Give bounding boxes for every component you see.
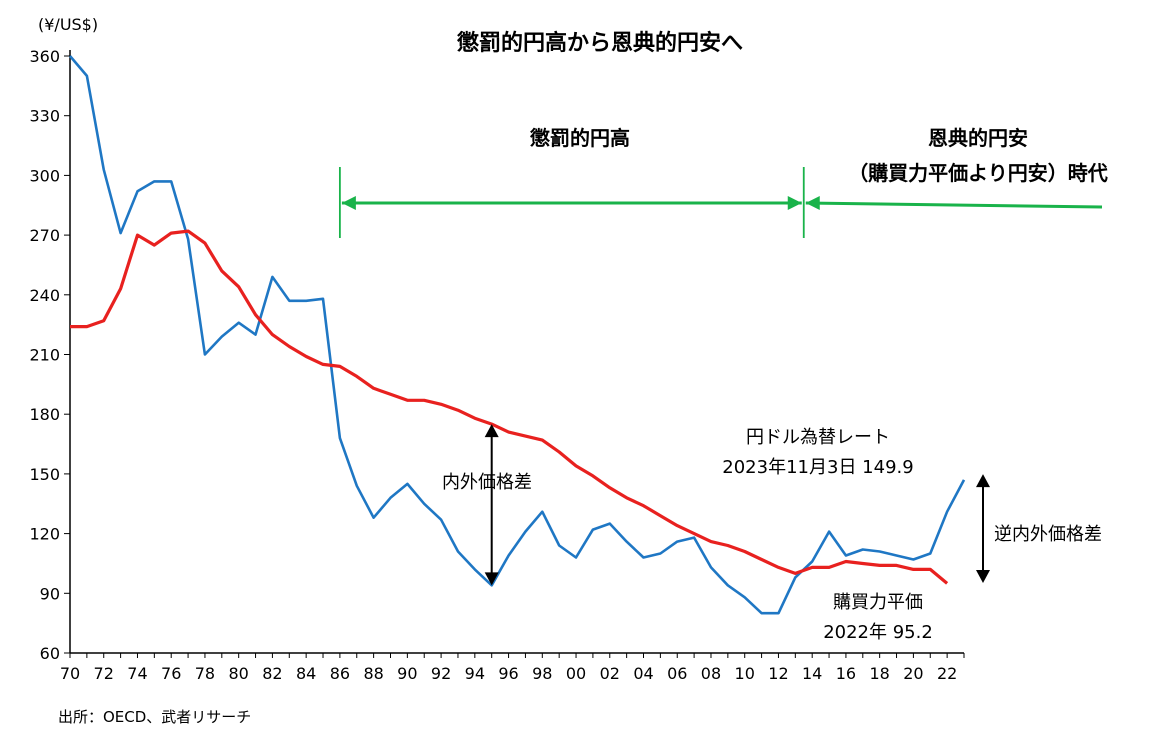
x-tick-label: 88 <box>363 664 383 683</box>
x-tick-label: 22 <box>937 664 957 683</box>
period2-label-line1: 恩典的円安 <box>928 126 1028 150</box>
period1-arrowhead-left <box>341 196 356 210</box>
y-tick-label: 90 <box>40 584 60 603</box>
fx-rate-line <box>69 55 966 615</box>
period-markers <box>338 167 1103 238</box>
y-tick-label: 120 <box>29 525 60 544</box>
x-tick-label: 86 <box>330 664 350 683</box>
x-tick-label: 90 <box>397 664 417 683</box>
axes <box>69 50 964 654</box>
y-tick-label: 330 <box>29 107 60 126</box>
period2-label-line2: （購買力平価より円安）時代 <box>848 161 1108 185</box>
gap-arrow-head-top <box>484 424 499 438</box>
gap-label: 内外価格差 <box>442 472 532 493</box>
ppp-line <box>70 229 949 585</box>
gap-arrows <box>484 424 990 586</box>
series-lines <box>69 55 966 615</box>
x-tick-label: 78 <box>195 664 215 683</box>
period2-arrow-line <box>805 201 1103 209</box>
x-tick-label: 98 <box>532 664 552 683</box>
x-tick-label: 96 <box>498 664 518 683</box>
x-axis-ticks: 70 72 74 76 78 80 82 84 86 88 90 92 94 96 98 00 02 04 06 08… <box>60 653 965 683</box>
period1-label: 懲罰的円高 <box>530 126 630 150</box>
y-tick-label: 270 <box>29 226 60 245</box>
y-tick-label: 150 <box>29 465 60 484</box>
y-tick-label: 240 <box>29 286 60 305</box>
y-tick-label: 360 <box>29 47 60 66</box>
y-tick-label: 60 <box>40 644 60 663</box>
chart-title: 懲罰的円高から恩典的円安へ <box>456 30 743 56</box>
fx-rate-label: 円ドル為替レート <box>746 427 890 448</box>
x-tick-label: 12 <box>768 664 788 683</box>
y-unit-label: (¥/US$) <box>38 15 98 34</box>
x-tick-label: 70 <box>60 664 80 683</box>
x-tick-label: 06 <box>667 664 687 683</box>
reverse-gap-arrow-head-bottom <box>976 569 990 583</box>
x-tick-label: 18 <box>869 664 889 683</box>
gap-arrow-head-bottom <box>484 572 499 586</box>
x-tick-label: 72 <box>94 664 114 683</box>
y-tick-label: 180 <box>29 405 60 424</box>
period1-arrowhead-right <box>787 196 802 210</box>
y-tick-label: 300 <box>29 166 60 185</box>
y-axis-ticks: 60 90 120 150 180 210 240 270 300 330 360 <box>29 47 70 663</box>
period2-arrowhead-left <box>805 196 820 210</box>
x-tick-label: 92 <box>431 664 451 683</box>
x-tick-label: 10 <box>735 664 755 683</box>
source-note: 出所：OECD、武者リサーチ <box>58 708 251 726</box>
reverse-gap-label: 逆内外価格差 <box>994 524 1102 545</box>
x-tick-label: 14 <box>802 664 822 683</box>
x-tick-label: 08 <box>701 664 721 683</box>
x-tick-label: 00 <box>566 664 586 683</box>
fx-rate-value-label: 2023年11月3日 149.9 <box>722 457 913 478</box>
ppp-label: 購買力平価 <box>833 592 923 613</box>
x-tick-label: 94 <box>465 664 485 683</box>
x-tick-label: 84 <box>296 664 316 683</box>
ppp-value-label: 2022年 95.2 <box>823 622 933 643</box>
x-tick-label: 76 <box>161 664 181 683</box>
reverse-gap-arrow-head-top <box>976 474 990 488</box>
x-tick-label: 80 <box>228 664 248 683</box>
x-tick-label: 82 <box>262 664 282 683</box>
x-tick-label: 04 <box>633 664 653 683</box>
x-tick-label: 02 <box>600 664 620 683</box>
x-tick-label: 16 <box>836 664 856 683</box>
x-tick-label: 20 <box>903 664 923 683</box>
x-tick-label: 74 <box>127 664 147 683</box>
y-tick-label: 210 <box>29 346 60 365</box>
